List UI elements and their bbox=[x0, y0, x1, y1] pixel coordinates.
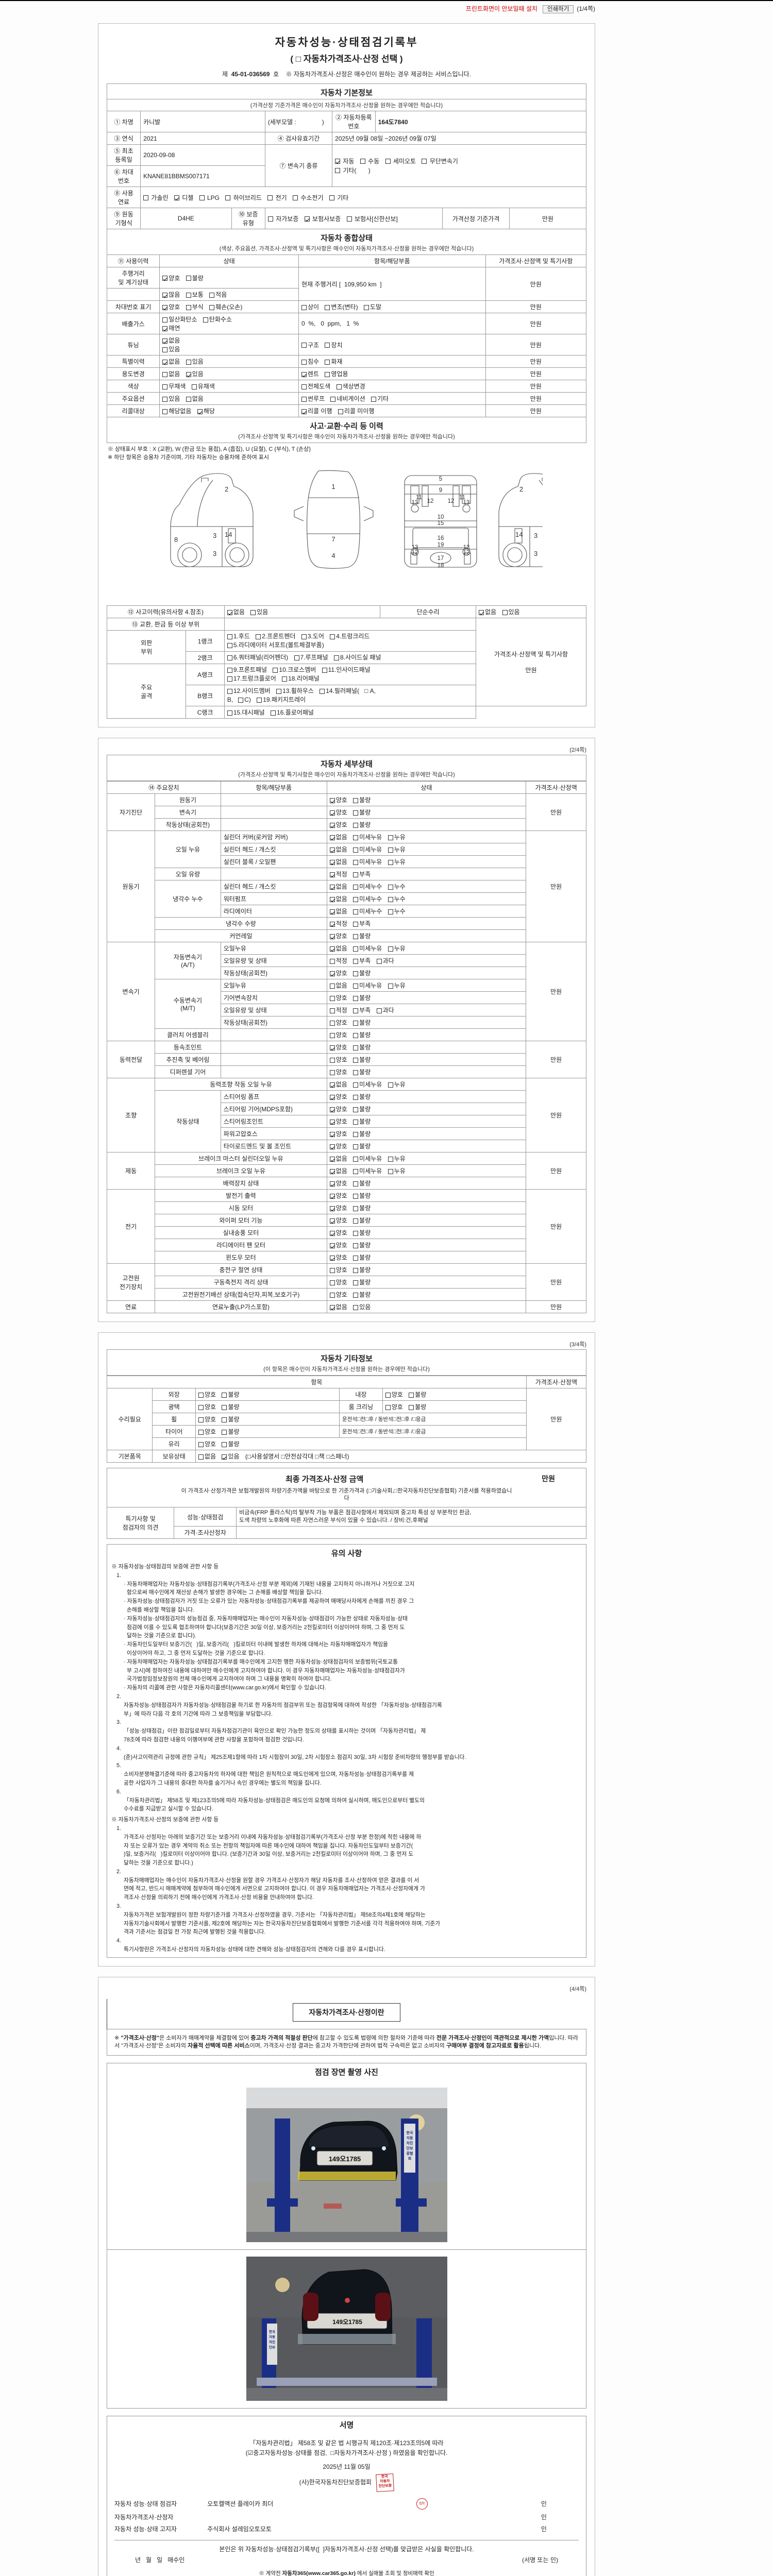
svg-text:2: 2 bbox=[225, 485, 228, 493]
svg-text:자동: 자동 bbox=[269, 2334, 275, 2339]
svg-text:단보: 단보 bbox=[406, 2146, 413, 2150]
svg-text:149오1785: 149오1785 bbox=[332, 2318, 362, 2326]
svg-text:한국: 한국 bbox=[406, 2130, 413, 2135]
svg-text:13: 13 bbox=[411, 545, 418, 551]
svg-text:5: 5 bbox=[439, 476, 442, 482]
svg-text:14: 14 bbox=[515, 531, 523, 538]
svg-text:17: 17 bbox=[437, 555, 444, 562]
svg-text:12: 12 bbox=[447, 498, 454, 504]
svg-text:7: 7 bbox=[331, 535, 335, 543]
svg-text:13: 13 bbox=[463, 500, 469, 506]
svg-text:3: 3 bbox=[534, 550, 537, 557]
svg-text:2: 2 bbox=[519, 485, 523, 493]
svg-text:증협: 증협 bbox=[406, 2151, 413, 2156]
svg-text:16: 16 bbox=[437, 535, 444, 541]
svg-text:차진: 차진 bbox=[406, 2141, 413, 2145]
svg-text:15: 15 bbox=[437, 520, 444, 527]
svg-text:3: 3 bbox=[534, 532, 537, 539]
svg-text:자동: 자동 bbox=[406, 2136, 413, 2140]
svg-text:단보: 단보 bbox=[269, 2345, 275, 2349]
svg-text:3: 3 bbox=[213, 532, 216, 539]
svg-text:차진: 차진 bbox=[269, 2340, 275, 2344]
svg-text:18: 18 bbox=[437, 563, 444, 569]
svg-text:13: 13 bbox=[463, 545, 469, 551]
svg-text:회: 회 bbox=[408, 2156, 411, 2161]
svg-text:한국: 한국 bbox=[269, 2329, 275, 2334]
svg-text:8: 8 bbox=[174, 536, 178, 544]
svg-text:9: 9 bbox=[439, 487, 442, 494]
svg-text:19: 19 bbox=[437, 542, 444, 548]
svg-text:14: 14 bbox=[225, 531, 232, 538]
svg-text:10: 10 bbox=[437, 514, 444, 520]
svg-text:149오1785: 149오1785 bbox=[328, 2155, 361, 2163]
svg-text:13: 13 bbox=[411, 500, 418, 506]
svg-text:4: 4 bbox=[331, 552, 335, 560]
svg-text:12: 12 bbox=[427, 498, 433, 504]
svg-text:1: 1 bbox=[331, 483, 335, 490]
svg-text:3: 3 bbox=[213, 550, 216, 557]
